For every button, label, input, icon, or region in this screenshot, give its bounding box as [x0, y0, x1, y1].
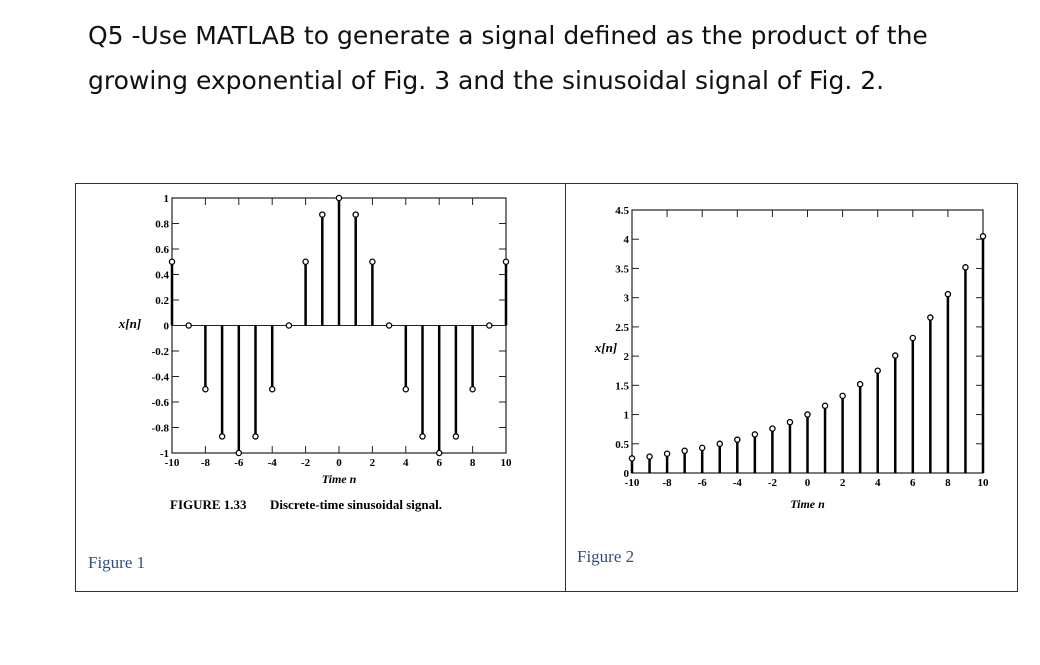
stem-marker [734, 436, 741, 443]
x-tick-label: 10 [501, 457, 513, 469]
y-axis-label: x[n] [594, 340, 617, 355]
question-line: Q5 -Use MATLAB to generate a signal defi… [88, 21, 928, 50]
x-tick-label: 10 [978, 477, 990, 489]
stem-marker [435, 449, 443, 457]
table-border [75, 183, 1018, 592]
y-axis-label: x[n] [118, 316, 141, 331]
stem-marker [663, 450, 671, 457]
y-tick-label: 3.5 [615, 263, 629, 275]
stem-marker [892, 352, 899, 359]
y-tick-label: 2.5 [615, 322, 629, 334]
stem-marker [202, 385, 209, 393]
x-tick-label: -2 [301, 457, 311, 469]
y-tick-label: 0.4 [155, 270, 169, 282]
stem-marker [628, 455, 636, 462]
y-tick-label: -0.8 [152, 423, 170, 435]
stem-marker [786, 418, 794, 426]
stem-marker [769, 425, 776, 432]
x-tick-label: 2 [840, 477, 846, 489]
x-tick-label: -8 [201, 457, 211, 469]
stem-marker [698, 444, 706, 452]
y-tick-label: 0.8 [155, 219, 169, 231]
x-tick-label: 4 [403, 457, 409, 469]
stem-marker [369, 258, 376, 265]
stem-marker [502, 258, 510, 265]
stem-marker [252, 433, 259, 440]
y-tick-label: 0.2 [155, 295, 169, 307]
y-tick-label: 3 [624, 293, 630, 305]
y-tick-label: 4 [624, 234, 630, 246]
x-tick-label: 2 [370, 457, 376, 469]
stem-marker [452, 433, 460, 440]
x-tick-label: -10 [625, 477, 640, 489]
stem-marker [469, 385, 476, 393]
figure-number: FIGURE 1.33 [170, 497, 247, 512]
y-tick-label: 1 [624, 410, 630, 422]
stem-marker [185, 322, 192, 329]
stem-marker [302, 258, 309, 265]
x-tick-label: -4 [268, 457, 278, 469]
stem-marker [927, 314, 934, 321]
stem-marker [874, 367, 881, 374]
stem-marker [168, 258, 176, 265]
x-tick-label: 8 [945, 477, 951, 489]
stem-marker [962, 264, 969, 271]
stem-marker [944, 290, 952, 298]
question-line: growing exponential of Fig. 3 and the si… [88, 66, 884, 95]
stem-marker [352, 211, 359, 218]
x-tick-label: -2 [768, 477, 778, 489]
stem-marker [909, 334, 917, 342]
stem-marker [235, 449, 243, 457]
y-tick-label: 0 [624, 468, 630, 480]
stem-marker [716, 440, 724, 448]
x-tick-label: 6 [910, 477, 916, 489]
stem-marker [751, 431, 759, 438]
figure-label: Figure 2 [577, 547, 634, 566]
x-tick-label: -4 [733, 477, 743, 489]
stem-marker [385, 322, 393, 329]
x-tick-label: -6 [234, 457, 244, 469]
stem-marker [646, 453, 653, 460]
stem-marker [821, 402, 829, 410]
y-tick-label: 4.5 [615, 205, 629, 217]
stem-marker [681, 447, 688, 455]
x-tick-label: -8 [663, 477, 673, 489]
y-tick-label: 1 [164, 193, 170, 205]
y-tick-label: -1 [160, 448, 169, 460]
stem-marker [285, 322, 293, 329]
y-tick-label: 0.6 [155, 244, 169, 256]
stem-marker [218, 433, 226, 440]
x-axis-label: Time n [322, 472, 357, 486]
stem-marker [486, 322, 493, 329]
x-tick-label: 4 [875, 477, 881, 489]
stem-marker [839, 392, 846, 400]
figure-label: Figure 1 [88, 553, 145, 572]
y-tick-label: 2 [624, 351, 630, 363]
y-tick-label: 0 [164, 321, 170, 333]
stem-marker [319, 211, 326, 218]
x-tick-label: 6 [436, 457, 442, 469]
stem-marker [979, 233, 987, 240]
stem-marker [804, 411, 811, 418]
stem-marker [856, 380, 864, 388]
stem-marker [419, 433, 426, 440]
x-tick-label: -10 [165, 457, 180, 469]
stem-marker [268, 385, 276, 393]
x-tick-label: -6 [698, 477, 708, 489]
x-tick-label: 0 [336, 457, 342, 469]
y-tick-label: -0.2 [152, 346, 170, 358]
stem-marker [402, 385, 410, 393]
x-axis-label: Time n [790, 497, 825, 511]
x-tick-label: 8 [470, 457, 476, 469]
y-tick-label: 1.5 [615, 380, 629, 392]
y-tick-label: -0.4 [152, 372, 170, 384]
x-tick-label: 0 [805, 477, 811, 489]
y-tick-label: -0.6 [152, 397, 170, 409]
stem-marker [335, 194, 343, 202]
figure-caption: Discrete-time sinusoidal signal. [270, 497, 442, 512]
y-tick-label: 0.5 [615, 439, 629, 451]
